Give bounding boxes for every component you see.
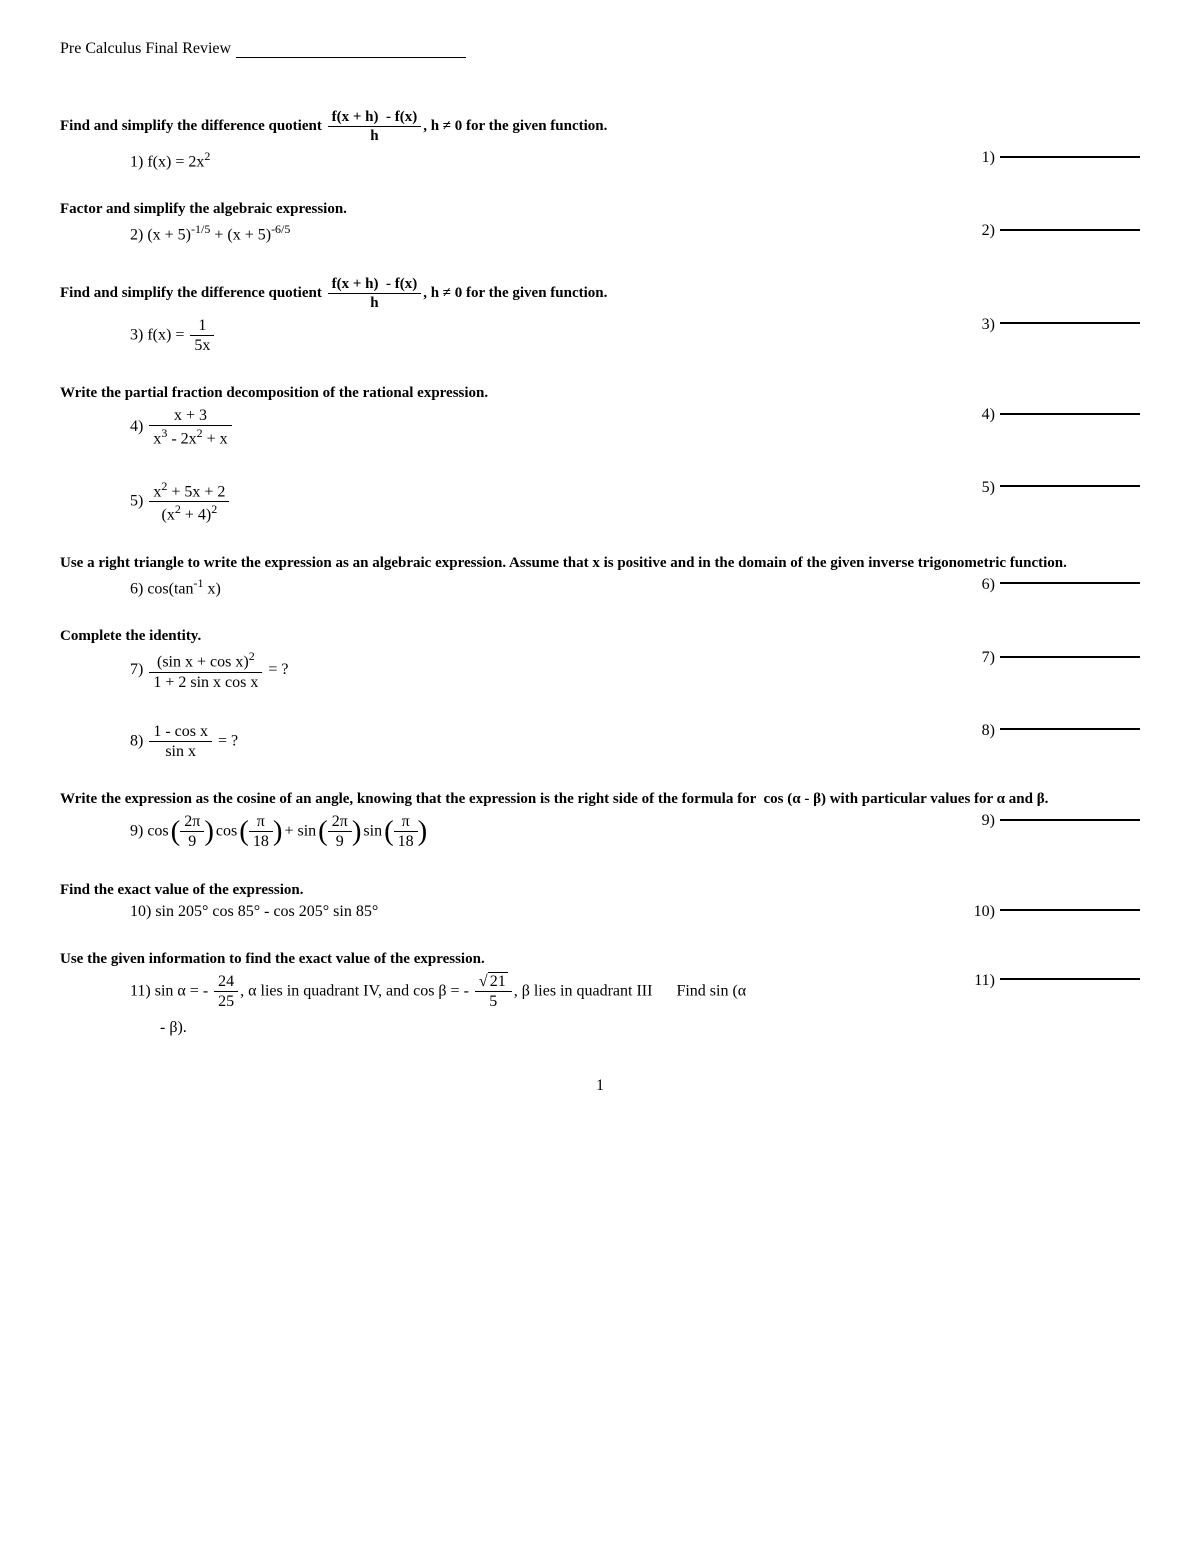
answer-blank: 8)	[960, 722, 1140, 740]
section-instruction: Factor and simplify the algebraic expres…	[60, 201, 1140, 218]
question-row: 3) f(x) = 15x 3)	[130, 316, 1140, 355]
section-instruction: Use a right triangle to write the expres…	[60, 555, 1140, 572]
section-instruction: Write the partial fraction decomposition…	[60, 385, 1140, 402]
answer-blank: 1)	[960, 149, 1140, 167]
question-row: 9) cos (2π9) cos (π18) + sin (2π9) sin (…	[130, 812, 1140, 851]
answer-line	[1000, 413, 1140, 415]
question-body: 6) cos(tan-1 x)	[130, 576, 960, 598]
document-content: Find and simplify the difference quotien…	[60, 108, 1140, 1037]
section-instruction: Find and simplify the difference quotien…	[60, 275, 1140, 312]
answer-number: 5)	[982, 479, 995, 497]
question-row: 2) (x + 5)-1/5 + (x + 5)-6/5 2)	[130, 222, 1140, 244]
section-instruction: Use the given information to find the ex…	[60, 951, 1140, 968]
question-body: 11) sin α = - 2425, α lies in quadrant I…	[130, 972, 960, 1011]
answer-blank: 6)	[960, 576, 1140, 594]
answer-line	[1000, 909, 1140, 911]
question-row: 6) cos(tan-1 x) 6)	[130, 576, 1140, 598]
header-title: Pre Calculus Final Review	[60, 40, 231, 58]
question-row: 10) sin 205° cos 85° - cos 205° sin 85° 1…	[130, 903, 1140, 921]
answer-line	[1000, 322, 1140, 324]
question-body: 7) (sin x + cos x)21 + 2 sin x cos x = ?	[130, 649, 960, 692]
answer-number: 1)	[982, 149, 995, 167]
answer-blank: 10)	[960, 903, 1140, 921]
question-row: 4) x + 3x3 - 2x2 + x 4)	[130, 406, 1140, 449]
answer-blank: 2)	[960, 222, 1140, 240]
question-body: 8) 1 - cos xsin x = ?	[130, 722, 960, 761]
answer-line	[1000, 728, 1140, 730]
answer-line	[1000, 485, 1140, 487]
answer-line	[1000, 582, 1140, 584]
question-continuation: - β).	[160, 1019, 1140, 1037]
question-row: 1) f(x) = 2x2 1)	[130, 149, 1140, 171]
answer-number: 11)	[974, 972, 995, 990]
question-row: 11) sin α = - 2425, α lies in quadrant I…	[130, 972, 1140, 1011]
section-instruction: Find and simplify the difference quotien…	[60, 108, 1140, 145]
answer-line	[1000, 978, 1140, 980]
question-row: 8) 1 - cos xsin x = ? 8)	[130, 722, 1140, 761]
answer-number: 4)	[982, 406, 995, 424]
answer-line	[1000, 656, 1140, 658]
answer-number: 8)	[982, 722, 995, 740]
answer-blank: 9)	[960, 812, 1140, 830]
section-instruction: Complete the identity.	[60, 628, 1140, 645]
answer-number: 3)	[982, 316, 995, 334]
answer-blank: 7)	[960, 649, 1140, 667]
document-header: Pre Calculus Final Review	[60, 40, 1140, 58]
question-body: 5) x2 + 5x + 2(x2 + 4)2	[130, 479, 960, 525]
answer-blank: 3)	[960, 316, 1140, 334]
answer-blank: 5)	[960, 479, 1140, 497]
answer-line	[1000, 229, 1140, 231]
page-number: 1	[60, 1077, 1140, 1095]
answer-number: 7)	[982, 649, 995, 667]
answer-line	[1000, 156, 1140, 158]
question-body: 4) x + 3x3 - 2x2 + x	[130, 406, 960, 449]
answer-number: 10)	[974, 903, 995, 921]
question-body: 9) cos (2π9) cos (π18) + sin (2π9) sin (…	[130, 812, 960, 851]
answer-number: 9)	[982, 812, 995, 830]
answer-line	[1000, 819, 1140, 821]
answer-number: 2)	[982, 222, 995, 240]
answer-blank: 11)	[960, 972, 1140, 990]
section-instruction: Write the expression as the cosine of an…	[60, 791, 1140, 808]
section-instruction: Find the exact value of the expression.	[60, 882, 1140, 899]
answer-blank: 4)	[960, 406, 1140, 424]
question-body: 10) sin 205° cos 85° - cos 205° sin 85°	[130, 903, 960, 921]
question-body: 3) f(x) = 15x	[130, 316, 960, 355]
question-body: 1) f(x) = 2x2	[130, 149, 960, 171]
question-body: 2) (x + 5)-1/5 + (x + 5)-6/5	[130, 222, 960, 244]
header-underline	[236, 57, 466, 58]
question-row: 5) x2 + 5x + 2(x2 + 4)2 5)	[130, 479, 1140, 525]
answer-number: 6)	[982, 576, 995, 594]
question-row: 7) (sin x + cos x)21 + 2 sin x cos x = ?…	[130, 649, 1140, 692]
